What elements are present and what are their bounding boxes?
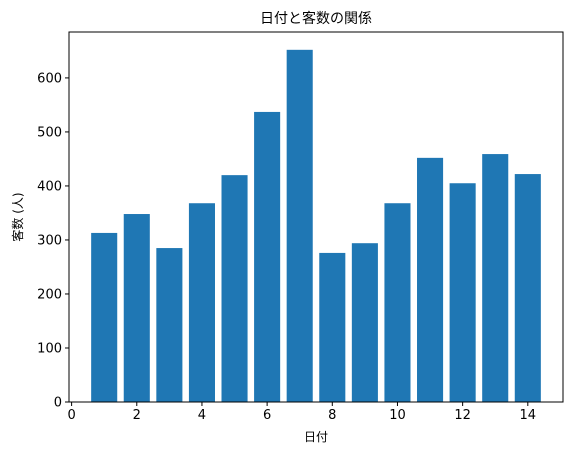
y-tick-label: 400 (37, 179, 62, 194)
x-tick-label: 2 (133, 408, 141, 423)
bar-day-9 (351, 243, 378, 402)
x-tick-label: 6 (263, 408, 271, 423)
chart-title: 日付と客数の関係 (260, 10, 372, 27)
plot-frame (68, 31, 564, 403)
y-tick-label: 100 (37, 341, 62, 356)
bar-day-8 (319, 252, 346, 402)
x-tick-label: 4 (198, 408, 206, 423)
x-tick-label: 12 (454, 408, 471, 423)
bar-day-2 (123, 214, 150, 402)
bar-day-6 (254, 111, 281, 402)
x-tick-label: 10 (389, 408, 406, 423)
bar-day-1 (91, 232, 118, 402)
x-tick-label: 8 (328, 408, 336, 423)
bar-day-11 (417, 157, 444, 402)
bars-layer (91, 49, 541, 402)
y-tick-label: 300 (37, 233, 62, 248)
x-tick-label: 14 (520, 408, 537, 423)
x-tick-label: 0 (67, 408, 75, 423)
bar-day-12 (449, 183, 476, 402)
bar-day-13 (482, 154, 509, 402)
y-tick-label: 500 (37, 125, 62, 140)
bar-day-3 (156, 248, 183, 402)
y-tick-label: 600 (37, 71, 62, 86)
x-axis-label: 日付 (304, 430, 328, 444)
bar-day-7 (286, 49, 313, 402)
y-axis-ticks: 0 100 200 300 400 500 600 (37, 71, 69, 411)
bar-day-10 (384, 203, 411, 402)
y-tick-label: 200 (37, 287, 62, 302)
bar-day-14 (514, 174, 541, 402)
y-tick-label: 0 (54, 396, 62, 411)
bar-day-5 (221, 175, 248, 402)
x-axis-ticks: 0 2 4 6 8 10 12 14 (67, 402, 536, 423)
bar-day-4 (188, 203, 215, 402)
y-axis-label: 客数 (人) (10, 192, 25, 241)
